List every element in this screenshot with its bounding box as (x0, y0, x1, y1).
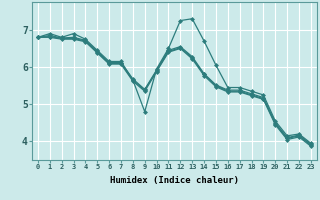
X-axis label: Humidex (Indice chaleur): Humidex (Indice chaleur) (110, 176, 239, 185)
